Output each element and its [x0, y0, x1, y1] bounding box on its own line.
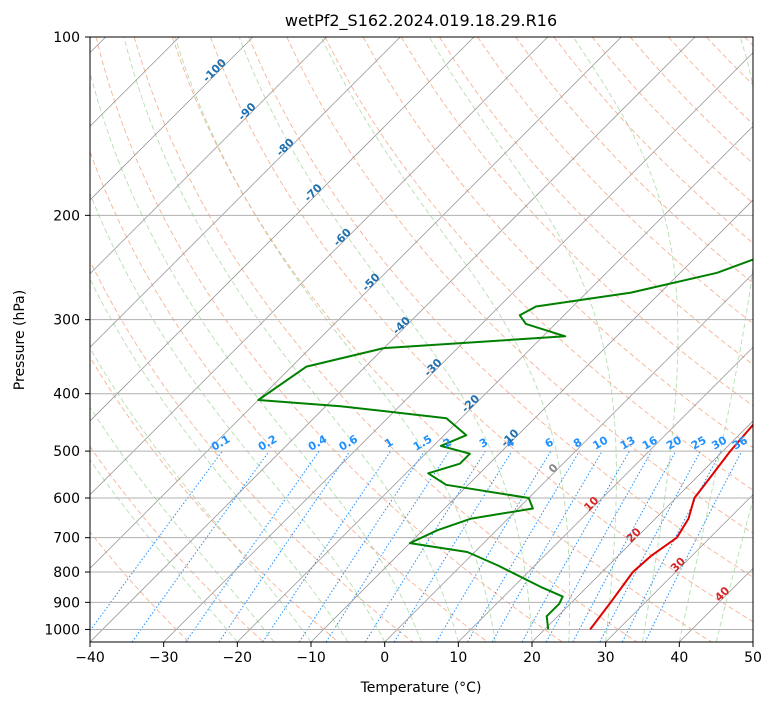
mixing-ratio-line: [599, 450, 701, 642]
y-tick-label: 400: [53, 387, 80, 403]
x-tick-label: 10: [449, 650, 467, 666]
dry-adiabat-line: [90, 150, 488, 642]
mixing-ratio-line: [364, 450, 486, 642]
moist-adiabat-line: [90, 459, 238, 642]
dry-adiabat-line: [439, 37, 753, 365]
mixing-ratio-lines: [90, 450, 743, 642]
moist-adiabat-line: [90, 192, 386, 642]
profile-series: [257, 258, 753, 631]
x-axis-label: Temperature (°C): [360, 680, 482, 696]
moist-adiabat-line: [715, 498, 753, 642]
moist-adiabat-line: [123, 37, 459, 642]
x-tick-label: 0: [380, 650, 389, 666]
x-axis-ticks: −40 −30 −20 −10 0 10 20 30 40 50: [75, 642, 762, 666]
x-tick-label: 40: [670, 650, 688, 666]
dry-adiabat-line: [210, 37, 753, 623]
dry-adiabat-line: [515, 37, 753, 284]
y-axis-ticks: 100 200 300 400 500 600 700 800 900 1000: [44, 30, 90, 638]
isotherm-line: [237, 125, 753, 642]
mixing-ratio-line: [435, 450, 552, 642]
chart-title: wetPf2_S162.2024.019.18.29.R16: [285, 11, 557, 31]
mixing-ratio-line: [325, 450, 450, 642]
isotherm-line: [531, 420, 753, 642]
isotherm-line: [90, 37, 696, 642]
dry-adiabat-line: [477, 37, 753, 325]
x-tick-label: 50: [744, 650, 762, 666]
dry-adiabat-line: [90, 259, 414, 642]
isotherm-line: [90, 37, 401, 348]
mixing-ratio-line: [185, 450, 320, 642]
x-tick-label: −40: [75, 650, 105, 666]
x-tick-label: 20: [523, 650, 541, 666]
dry-adiabat-line: [324, 37, 753, 491]
mixing-ratio-line: [572, 450, 677, 642]
mixing-ratio-line: [262, 450, 392, 642]
mixing-ratio-line: [298, 450, 425, 642]
moist-adiabats: [90, 37, 753, 642]
isotherms: [90, 37, 753, 642]
moist-adiabat-line: [572, 37, 679, 642]
isotherm-line: [605, 494, 753, 642]
dry-adiabat-line: [90, 445, 264, 642]
moist-adiabat-line: [90, 278, 349, 642]
dry-adiabat-line: [171, 37, 712, 642]
moist-adiabat-line: [428, 37, 617, 642]
moist-adiabat-line: [238, 37, 533, 642]
isotherm-line: [90, 37, 327, 275]
moist-adiabat-line: [90, 406, 275, 642]
isotherm-line: [163, 52, 753, 642]
x-tick-label: −30: [149, 650, 179, 666]
y-tick-label: 1000: [44, 622, 80, 638]
x-tick-label: 30: [597, 650, 615, 666]
y-tick-label: 500: [53, 444, 80, 460]
dry-adiabat-line: [362, 37, 753, 449]
moist-adiabat-line: [320, 37, 571, 642]
plot-frame: [89, 36, 754, 643]
dry-adiabat-line: [133, 37, 638, 642]
isotherm-line: [458, 346, 753, 642]
isotherm-line: [90, 37, 475, 422]
y-tick-label: 100: [53, 30, 80, 46]
isotherm-line: [90, 37, 548, 496]
y-tick-label: 300: [53, 313, 80, 329]
y-axis-label: Pressure (hPa): [12, 290, 28, 390]
y-tick-label: 800: [53, 565, 80, 581]
isotherm-line: [90, 37, 622, 569]
dry-adiabat-line: [95, 37, 563, 642]
plot-background: 0.1 0.2 0.4 0.6 1 1.5 2 3 4 6 8 10 13 16 20 25 30 36-100-…: [90, 37, 753, 642]
mixing-ratio-line: [131, 450, 270, 642]
dry-adiabat-line: [400, 37, 753, 407]
mixing-ratio-line: [545, 450, 653, 642]
y-tick-label: 700: [53, 531, 80, 547]
moist-adiabat-line: [174, 37, 496, 642]
dewpoint-profile-line: [257, 258, 753, 630]
x-tick-label: −10: [296, 650, 326, 666]
mixing-ratio-line: [644, 450, 743, 642]
dry-adiabat-line: [286, 37, 753, 534]
y-tick-label: 900: [53, 595, 80, 611]
y-tick-label: 600: [53, 491, 80, 507]
mixing-ratio-line: [218, 450, 351, 642]
temperature-profile-line: [589, 423, 753, 631]
mixing-ratio-line: [393, 450, 513, 642]
dry-adiabat-line: [90, 531, 190, 642]
isotherm-line: [90, 37, 254, 201]
x-tick-label: −20: [223, 650, 253, 666]
mixing-ratio-line: [521, 450, 630, 642]
dry-adiabat-line: [248, 37, 753, 578]
pressure-gridlines: [90, 37, 753, 630]
mixing-ratio-line: [90, 450, 223, 632]
y-tick-label: 200: [53, 208, 80, 224]
isotherm-line: [384, 273, 753, 642]
